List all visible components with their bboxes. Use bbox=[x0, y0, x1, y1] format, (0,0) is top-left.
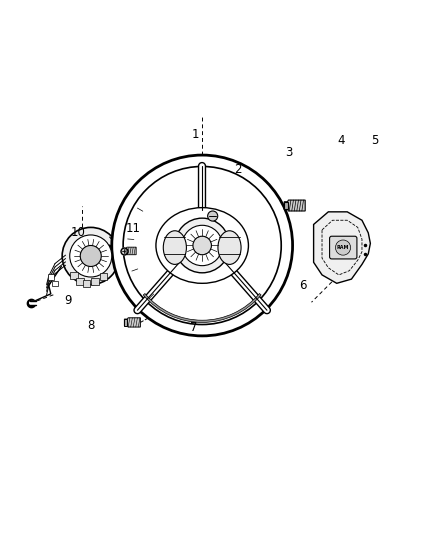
Ellipse shape bbox=[156, 208, 248, 284]
FancyBboxPatch shape bbox=[77, 278, 84, 285]
Text: 2: 2 bbox=[234, 163, 242, 176]
Ellipse shape bbox=[163, 231, 187, 264]
Circle shape bbox=[182, 225, 223, 265]
FancyBboxPatch shape bbox=[70, 272, 78, 279]
Wedge shape bbox=[143, 294, 261, 322]
Text: 8: 8 bbox=[87, 319, 95, 332]
Polygon shape bbox=[126, 247, 136, 255]
Circle shape bbox=[62, 228, 119, 285]
Circle shape bbox=[193, 236, 212, 255]
Circle shape bbox=[112, 155, 293, 336]
FancyBboxPatch shape bbox=[83, 280, 90, 287]
Polygon shape bbox=[284, 202, 287, 209]
Text: 4: 4 bbox=[337, 134, 345, 147]
Text: RAM: RAM bbox=[337, 245, 349, 250]
FancyBboxPatch shape bbox=[48, 274, 54, 279]
FancyBboxPatch shape bbox=[329, 236, 357, 259]
Polygon shape bbox=[124, 319, 127, 326]
Polygon shape bbox=[314, 212, 371, 284]
Ellipse shape bbox=[218, 231, 241, 264]
Text: 1: 1 bbox=[192, 127, 200, 141]
Text: 10: 10 bbox=[71, 227, 85, 239]
FancyBboxPatch shape bbox=[99, 273, 107, 280]
Text: 9: 9 bbox=[64, 294, 71, 306]
Text: 11: 11 bbox=[125, 222, 140, 235]
FancyBboxPatch shape bbox=[52, 281, 58, 286]
Text: 5: 5 bbox=[371, 134, 378, 147]
Circle shape bbox=[80, 246, 101, 266]
Text: 6: 6 bbox=[299, 279, 307, 292]
FancyBboxPatch shape bbox=[91, 278, 99, 285]
Circle shape bbox=[336, 240, 350, 255]
Circle shape bbox=[70, 235, 112, 277]
Polygon shape bbox=[124, 318, 140, 327]
Polygon shape bbox=[284, 200, 305, 211]
Text: 3: 3 bbox=[285, 147, 292, 159]
Circle shape bbox=[175, 218, 230, 273]
Circle shape bbox=[123, 166, 281, 325]
Text: 7: 7 bbox=[190, 321, 198, 334]
Circle shape bbox=[208, 211, 218, 221]
